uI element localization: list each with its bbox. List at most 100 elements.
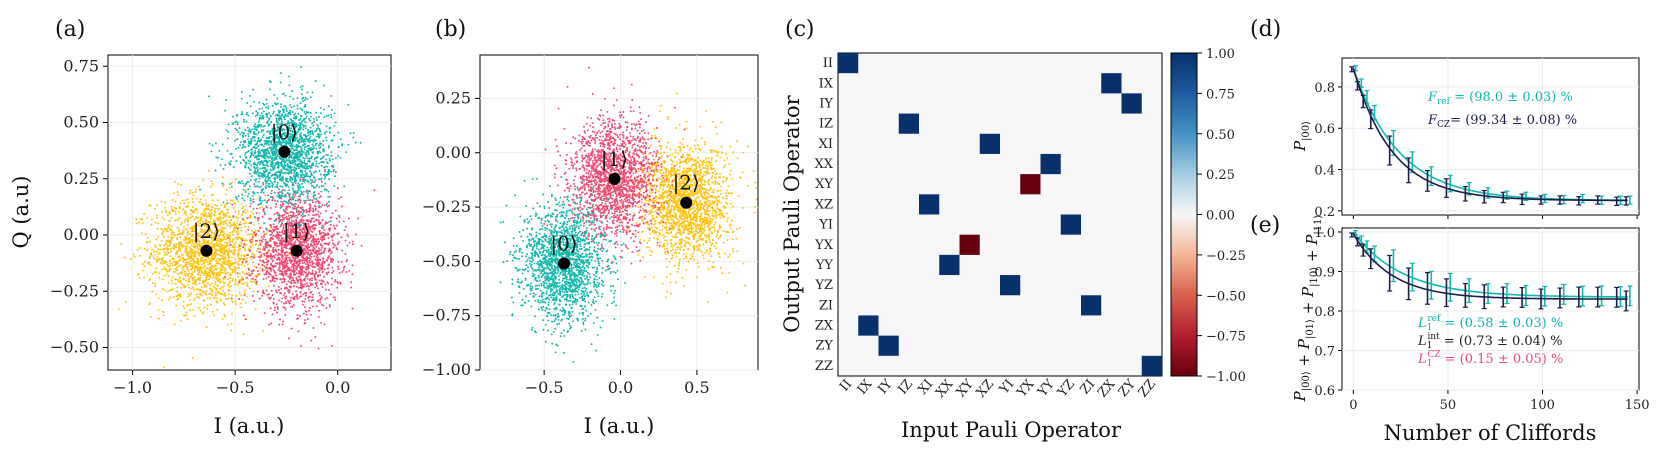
scatter-point xyxy=(262,277,265,280)
scatter-point xyxy=(283,280,286,283)
scatter-point xyxy=(336,243,339,245)
scatter-point xyxy=(234,210,237,213)
scatter-point xyxy=(184,265,187,267)
scatter-point xyxy=(231,199,234,202)
scatter-point xyxy=(310,291,313,293)
scatter-point xyxy=(179,295,182,298)
scatter-point xyxy=(280,259,283,262)
scatter-point xyxy=(328,303,331,306)
scatter-point xyxy=(279,177,282,180)
scatter-point xyxy=(234,236,237,239)
scatter-point xyxy=(278,112,281,114)
scatter-point xyxy=(224,163,227,166)
scatter-point xyxy=(292,149,295,152)
scatter-point xyxy=(167,281,170,284)
scatter-point xyxy=(324,182,327,185)
scatter-point xyxy=(189,227,192,230)
scatter-point xyxy=(214,230,217,233)
scatter-point xyxy=(175,252,178,255)
scatter-point xyxy=(178,217,181,220)
scatter-point xyxy=(276,181,279,184)
scatter-point xyxy=(263,211,266,214)
scatter-point xyxy=(348,241,351,244)
scatter-point xyxy=(192,225,195,228)
scatter-point xyxy=(232,253,235,256)
scatter-point xyxy=(234,127,237,130)
scatter-point xyxy=(278,299,281,302)
scatter-point xyxy=(205,205,208,207)
scatter-point xyxy=(294,264,296,267)
scatter-point xyxy=(318,230,321,232)
scatter-point xyxy=(258,171,261,174)
scatter-point xyxy=(169,247,172,250)
scatter-point xyxy=(311,263,314,266)
scatter-point xyxy=(311,143,314,146)
scatter-point xyxy=(261,205,264,208)
scatter-point xyxy=(279,174,282,177)
scatter-point xyxy=(311,139,314,142)
scatter-point xyxy=(160,261,163,264)
scatter-point xyxy=(223,247,226,250)
scatter-point xyxy=(199,222,202,225)
scatter-point xyxy=(299,160,302,163)
scatter-point xyxy=(248,268,251,271)
scatter-point xyxy=(306,195,309,198)
scatter-point xyxy=(271,294,274,296)
scatter-point xyxy=(221,286,223,289)
scatter-point xyxy=(258,158,260,161)
scatter-point xyxy=(209,220,212,223)
scatter-point xyxy=(276,311,278,314)
scatter-point xyxy=(297,330,300,333)
scatter-point xyxy=(255,211,258,214)
scatter-point xyxy=(247,114,250,117)
scatter-point xyxy=(318,196,321,199)
scatter-point xyxy=(154,258,157,261)
scatter-point xyxy=(308,299,311,302)
scatter-point xyxy=(269,207,272,209)
scatter-point xyxy=(303,148,306,151)
scatter-point xyxy=(261,269,264,272)
scatter-point xyxy=(188,309,191,312)
scatter-point xyxy=(151,218,153,221)
scatter-point xyxy=(289,214,292,217)
scatter-point xyxy=(192,209,195,212)
scatter-point xyxy=(311,305,314,308)
scatter-point xyxy=(234,139,237,142)
scatter-point xyxy=(227,256,230,259)
scatter-point xyxy=(193,261,195,264)
scatter-point xyxy=(241,270,244,273)
scatter-point xyxy=(355,233,358,236)
scatter-point xyxy=(266,147,269,150)
scatter-point xyxy=(187,218,190,221)
scatter-point xyxy=(201,231,203,233)
scatter-point xyxy=(157,253,160,256)
scatter-point xyxy=(214,211,217,214)
scatter-point xyxy=(117,308,120,311)
scatter-point xyxy=(243,222,246,225)
scatter-point xyxy=(329,305,331,308)
scatter-point xyxy=(295,267,298,270)
scatter-point xyxy=(309,209,312,212)
scatter-point xyxy=(200,294,203,297)
scatter-point xyxy=(338,241,340,244)
scatter-point xyxy=(188,286,191,289)
scatter-point xyxy=(357,217,360,220)
scatter-point xyxy=(249,274,252,277)
scatter-point xyxy=(174,268,177,270)
scatter-point xyxy=(305,199,307,202)
scatter-point xyxy=(258,195,261,198)
scatter-point xyxy=(203,240,206,243)
scatter-point xyxy=(326,296,329,299)
scatter-point xyxy=(175,295,178,298)
scatter-point xyxy=(254,229,257,232)
scatter-point xyxy=(196,262,199,265)
scatter-point xyxy=(323,204,326,207)
scatter-point xyxy=(269,238,272,241)
scatter-point xyxy=(280,287,283,290)
scatter-point xyxy=(176,256,179,259)
scatter-point xyxy=(240,113,243,116)
scatter-point xyxy=(289,144,292,147)
scatter-point xyxy=(271,313,274,316)
scatter-point xyxy=(285,283,288,286)
scatter-point xyxy=(213,233,216,236)
